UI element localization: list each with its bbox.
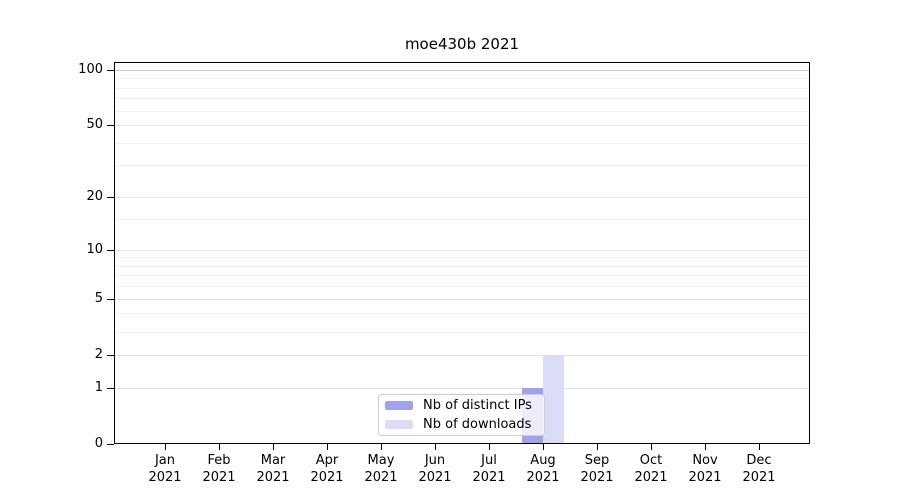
gridline-major-1 — [115, 388, 809, 389]
gridline-major-20 — [115, 197, 809, 198]
x-tick-label-dec: Dec 2021 — [742, 453, 776, 485]
y-tick-10 — [107, 250, 114, 251]
gridline-major-5 — [115, 299, 809, 300]
x-tick-jul — [489, 444, 490, 450]
gridline-minor-80 — [115, 88, 809, 89]
gridline-minor-4 — [115, 313, 809, 314]
gridline-minor-3 — [115, 332, 809, 333]
y-tick-label-0: 0 — [94, 436, 103, 451]
gridline-minor-90 — [115, 78, 809, 79]
gridline-minor-15 — [115, 219, 809, 220]
x-tick-label-mar: Mar 2021 — [256, 453, 290, 485]
x-tick-label-apr: Apr 2021 — [310, 453, 344, 485]
gridline-major-50 — [115, 125, 809, 126]
gridline-minor-70 — [115, 98, 809, 99]
x-tick-label-jun: Jun 2021 — [418, 453, 452, 485]
legend-label-downloads: Nb of downloads — [423, 417, 532, 432]
legend: Nb of distinct IPs Nb of downloads — [378, 394, 545, 436]
gridline-minor-30 — [115, 165, 809, 166]
legend-entry-downloads: Nb of downloads — [385, 417, 536, 432]
y-tick-label-50: 50 — [86, 117, 103, 132]
x-tick-nov — [705, 444, 706, 450]
x-tick-aug — [543, 444, 544, 450]
y-tick-100 — [107, 70, 114, 71]
gridline-major-10 — [115, 250, 809, 251]
gridline-minor-8 — [115, 266, 809, 267]
y-tick-20 — [107, 197, 114, 198]
y-tick-label-5: 5 — [94, 291, 103, 306]
x-tick-apr — [327, 444, 328, 450]
x-tick-jan — [165, 444, 166, 450]
y-tick-1 — [107, 388, 114, 389]
x-tick-may — [381, 444, 382, 450]
y-tick-label-100: 100 — [78, 62, 103, 77]
gridline-minor-7 — [115, 275, 809, 276]
y-tick-50 — [107, 125, 114, 126]
legend-swatch-distinct-ips-icon — [385, 401, 413, 410]
y-tick-5 — [107, 299, 114, 300]
x-tick-label-sep: Sep 2021 — [580, 453, 614, 485]
legend-entry-distinct-ips: Nb of distinct IPs — [385, 398, 536, 413]
x-tick-sep — [597, 444, 598, 450]
x-tick-mar — [273, 444, 274, 450]
y-tick-label-10: 10 — [86, 242, 103, 257]
gridline-minor-60 — [115, 111, 809, 112]
x-tick-oct — [651, 444, 652, 450]
x-tick-label-feb: Feb 2021 — [202, 453, 236, 485]
axes-frame — [114, 62, 810, 444]
y-tick-0 — [107, 444, 114, 445]
x-tick-label-may: May 2021 — [364, 453, 398, 485]
chart-title: moe430b 2021 — [404, 35, 520, 53]
y-tick-label-2: 2 — [94, 347, 103, 362]
x-tick-label-aug: Aug 2021 — [526, 453, 560, 485]
y-tick-2 — [107, 355, 114, 356]
gridline-minor-6 — [115, 286, 809, 287]
x-tick-jun — [435, 444, 436, 450]
y-tick-label-1: 1 — [94, 380, 103, 395]
bar-nb-of-downloads-aug — [543, 355, 564, 443]
gridline-major-2 — [115, 355, 809, 356]
y-tick-label-20: 20 — [86, 189, 103, 204]
x-tick-feb — [219, 444, 220, 450]
x-tick-label-jul: Jul 2021 — [472, 453, 506, 485]
x-tick-label-oct: Oct 2021 — [634, 453, 668, 485]
gridline-minor-40 — [115, 143, 809, 144]
gridline-minor-9 — [115, 257, 809, 258]
legend-label-distinct-ips: Nb of distinct IPs — [423, 398, 532, 413]
x-tick-label-nov: Nov 2021 — [688, 453, 722, 485]
gridline-major-100 — [115, 70, 809, 71]
legend-swatch-downloads-icon — [385, 420, 413, 429]
x-tick-label-jan: Jan 2021 — [148, 453, 182, 485]
x-tick-dec — [759, 444, 760, 450]
